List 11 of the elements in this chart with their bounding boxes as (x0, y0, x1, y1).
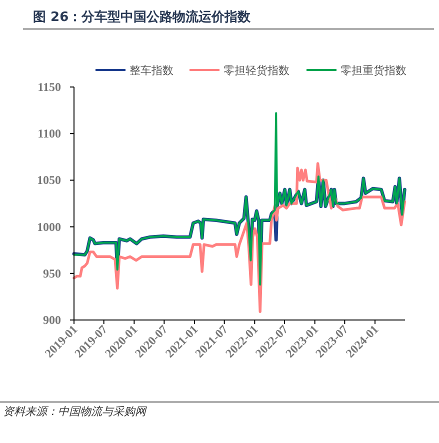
legend-label: 整车指数 (130, 64, 174, 77)
y-tick-label: 1050 (37, 173, 61, 188)
y-tick-label: 1150 (38, 80, 61, 94)
y-tick-label: 950 (43, 266, 61, 280)
legend-label: 零担轻货指数 (224, 65, 290, 77)
y-tick-label: 900 (43, 313, 61, 327)
chart-title: 图 26：分车型中国公路物流运价指数 (33, 9, 252, 25)
y-tick-label: 1100 (38, 126, 61, 141)
legend-label: 零担重货指数 (340, 64, 406, 77)
text: 资料来源：中国物流与采购网 (3, 405, 147, 418)
y-tick-label: 1000 (37, 220, 61, 234)
